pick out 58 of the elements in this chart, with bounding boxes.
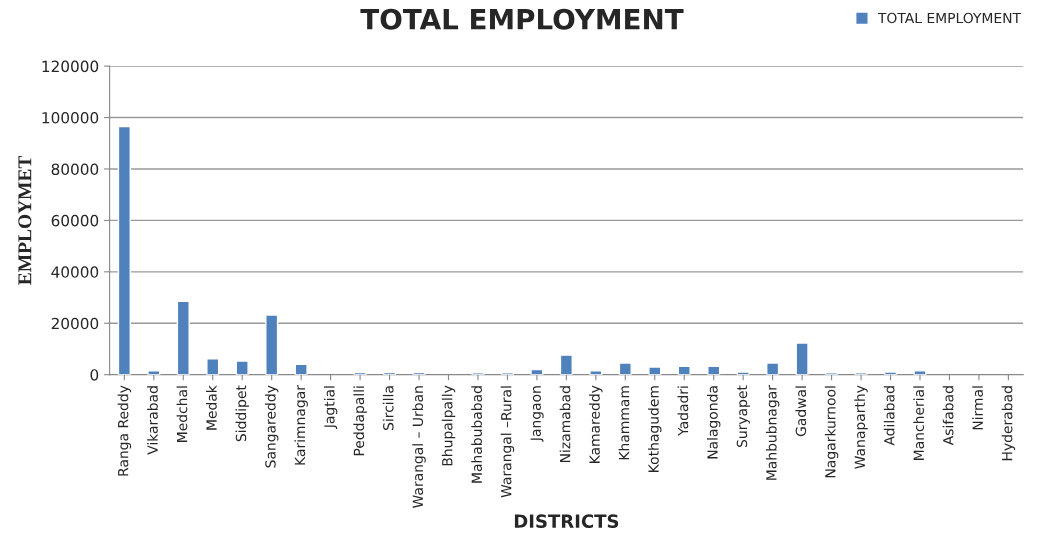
x-tick-label: Nagarkurnool — [824, 386, 839, 478]
y-tick-label: 100000 — [42, 112, 99, 124]
bar — [265, 314, 279, 375]
y-tick-label: 0 — [90, 369, 99, 381]
bar — [559, 354, 573, 375]
y-tick-label: 20000 — [51, 317, 99, 330]
y-axis-title: EMPLOYMET — [18, 155, 32, 285]
y-tick-label: 80000 — [51, 163, 99, 175]
bar — [648, 366, 662, 375]
x-tick-label: Asifabad — [942, 386, 954, 446]
x-tick-label: Nirmal — [972, 386, 983, 430]
x-tick-label: Warangal – Urban — [412, 386, 426, 508]
bar — [589, 370, 603, 375]
y-tick-label: 60000 — [51, 214, 99, 227]
x-tick-label: Bhupalpally — [441, 385, 456, 466]
y-tick-label: 40000 — [51, 266, 99, 278]
x-tick-label: Kamareddy — [589, 385, 603, 463]
x-tick-label: Warangal –Rural — [500, 386, 515, 498]
x-tick-label: Wanaparthy — [854, 385, 868, 469]
x-tick-label: Nizamabad — [559, 386, 571, 462]
x-tick-label: Sircilla — [382, 386, 394, 430]
x-tick-label: Mahbubnagar — [765, 385, 780, 480]
x-tick-label: Nalagonda — [706, 386, 721, 459]
bar — [206, 358, 220, 375]
x-tick-label: Jagtial — [323, 386, 338, 429]
x-tick-label: Mancherial — [913, 386, 925, 460]
x-tick-label: Sangareddy — [264, 385, 279, 468]
x-tick-label: Mahabubabad — [471, 386, 482, 483]
x-tick-label: Karimnagar — [294, 385, 308, 465]
x-tick-label: Medchal — [176, 386, 188, 442]
bar — [736, 371, 750, 375]
bar — [147, 370, 161, 375]
bar — [294, 363, 308, 375]
x-axis-title: DISTRICTS — [514, 514, 619, 528]
x-tick-label: Peddapalli — [353, 386, 367, 456]
x-tick-label: Medak — [206, 385, 217, 430]
x-tick-label: Siddipet — [235, 385, 249, 442]
x-tick-label: Hyderabad — [1001, 386, 1016, 461]
bar — [795, 342, 809, 375]
x-tick-label: Gadwal — [795, 386, 807, 437]
bar — [235, 360, 249, 375]
x-tick-label: Yadadri — [677, 386, 689, 436]
x-tick-label: Suryapet — [736, 385, 750, 448]
x-tick-label: Jangaon — [530, 386, 544, 442]
bar — [883, 371, 898, 375]
bar — [117, 125, 131, 375]
y-tick-label: 120000 — [42, 60, 99, 73]
bar — [618, 362, 632, 375]
bar — [913, 370, 927, 375]
x-tick-label: Vikarabad — [147, 386, 158, 455]
x-tick-label: Ranga Reddy — [117, 385, 132, 476]
bar — [766, 362, 780, 375]
legend-label: TOTAL EMPLOYMENT — [877, 12, 1022, 24]
chart-title: TOTAL EMPLOYMENT — [360, 8, 684, 30]
x-tick-label: Adilabad — [883, 386, 895, 446]
x-tick-label: Khammam — [618, 386, 630, 460]
x-tick-label: Kothagudem — [648, 386, 662, 472]
bar — [176, 300, 190, 375]
